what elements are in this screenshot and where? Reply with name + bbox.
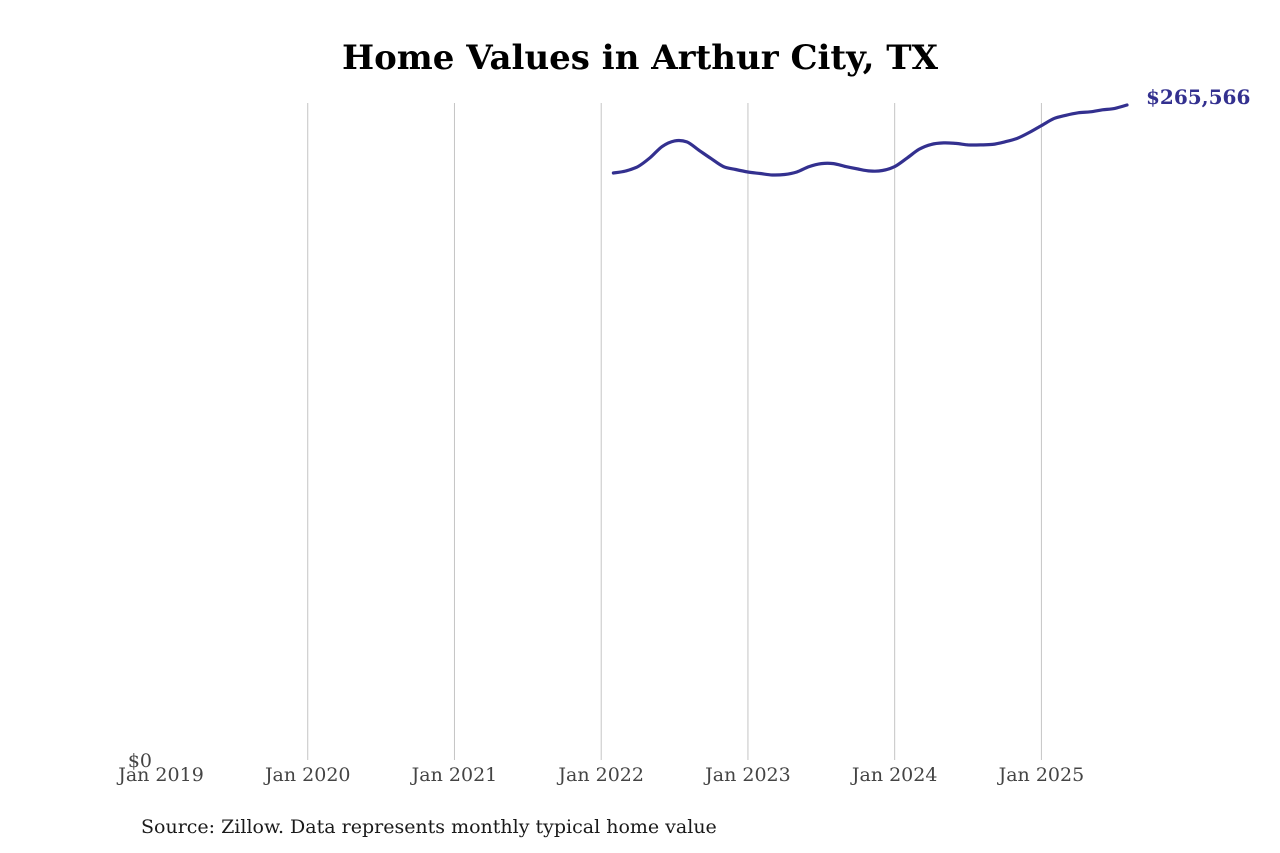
grid-lines (307, 103, 1042, 760)
x-tick-label: Jan 2021 (410, 764, 498, 786)
chart-title: Home Values in Arthur City, TX (342, 38, 938, 78)
series-layer (611, 103, 1129, 177)
x-tick-label: Jan 2023 (703, 764, 791, 786)
x-tick-label: Jan 2020 (263, 764, 351, 786)
end-value-label: $265,566 (1146, 85, 1250, 109)
x-tick-label: Jan 2019 (116, 764, 204, 786)
y-tick-label: $0 (128, 750, 152, 772)
x-tick-label: Jan 2025 (997, 764, 1085, 786)
x-tick-label: Jan 2024 (850, 764, 938, 786)
x-tick-label: Jan 2022 (556, 764, 644, 786)
series-line-home-value (611, 103, 1129, 177)
source-note: Source: Zillow. Data represents monthly … (141, 816, 717, 838)
tick-labels: Jan 2019 Jan 2020 Jan 2021 Jan 2022 Jan 2023… (116, 85, 1250, 786)
